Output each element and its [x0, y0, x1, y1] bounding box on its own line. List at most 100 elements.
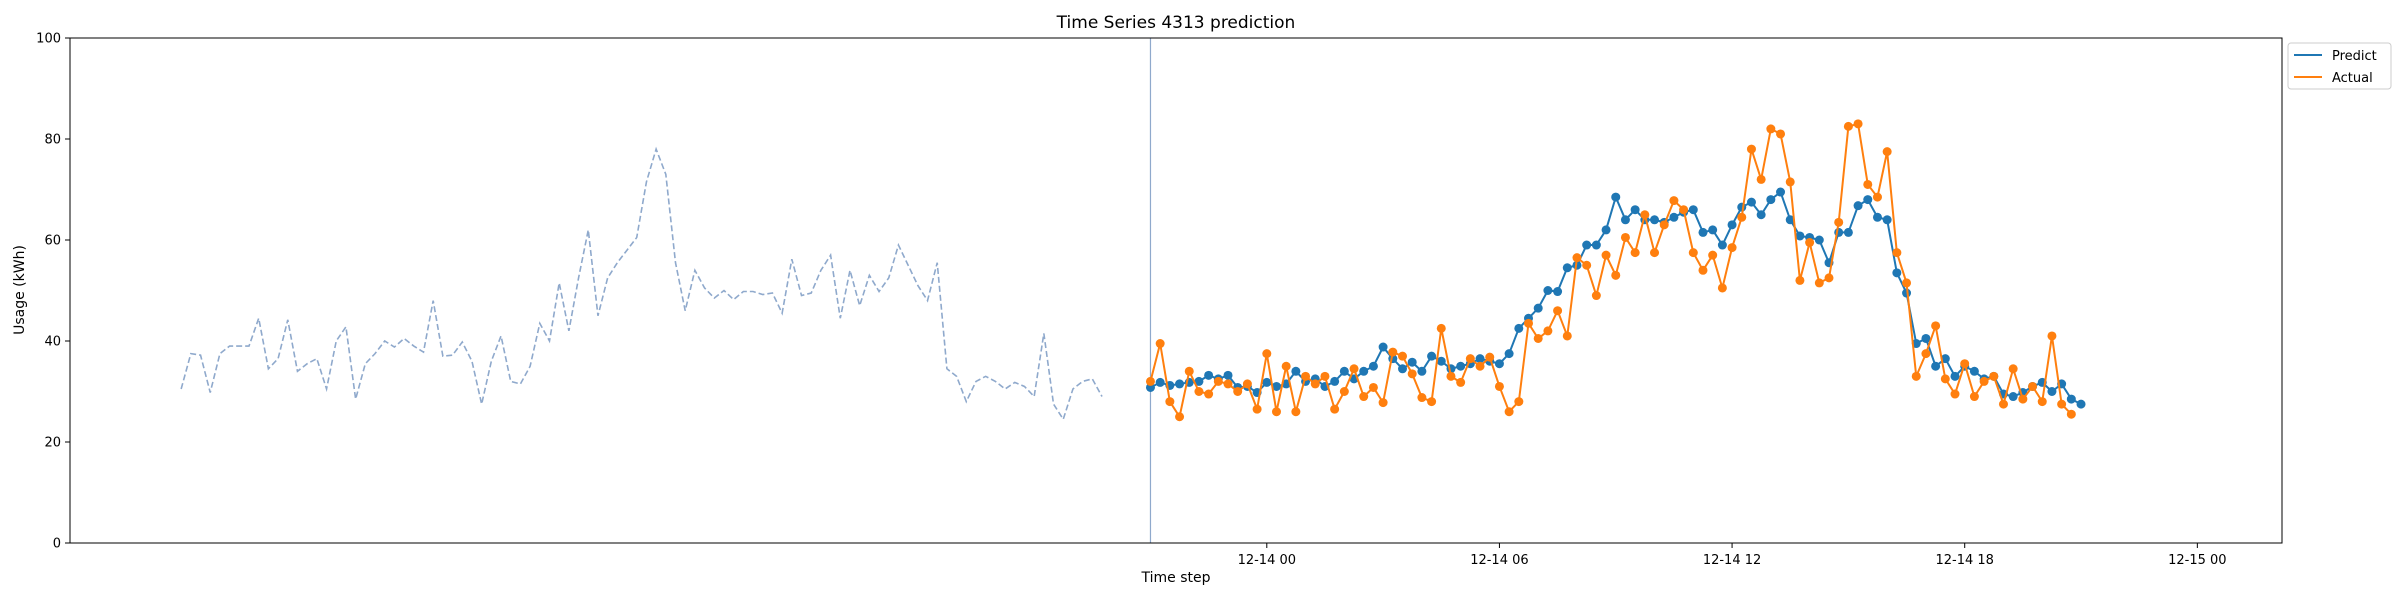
point-actual-46 — [1591, 291, 1601, 301]
point-actual-29 — [1427, 397, 1437, 407]
point-actual-54 — [1669, 196, 1679, 206]
point-predict-93 — [2047, 387, 2057, 396]
point-actual-56 — [1688, 248, 1698, 258]
point-predict-62 — [1746, 197, 1756, 207]
point-predict-50 — [1630, 205, 1640, 215]
point-predict-76 — [1882, 215, 1892, 225]
point-predict-56 — [1688, 205, 1698, 215]
x-tick-label: 12-14 06 — [1470, 553, 1528, 568]
point-actual-25 — [1388, 347, 1398, 357]
point-actual-91 — [2028, 381, 2038, 391]
point-actual-32 — [1456, 377, 1466, 387]
point-actual-88 — [1998, 399, 2008, 409]
point-predict-28 — [1417, 366, 1427, 376]
point-predict-6 — [1204, 370, 1214, 380]
point-actual-34 — [1475, 361, 1485, 371]
point-actual-41 — [1543, 326, 1553, 336]
point-predict-24 — [1378, 342, 1388, 352]
point-actual-36 — [1494, 381, 1504, 391]
point-actual-92 — [2037, 397, 2047, 407]
plot-area — [180, 38, 2086, 543]
point-actual-18 — [1320, 371, 1330, 381]
point-actual-51 — [1640, 210, 1650, 220]
point-predict-48 — [1611, 192, 1621, 202]
point-predict-49 — [1620, 215, 1630, 225]
point-actual-69 — [1814, 278, 1824, 288]
point-predict-83 — [1950, 371, 1960, 381]
point-actual-79 — [1911, 371, 1921, 381]
point-predict-75 — [1872, 212, 1882, 222]
point-actual-38 — [1514, 397, 1524, 407]
point-actual-58 — [1708, 250, 1718, 260]
point-actual-82 — [1940, 374, 1950, 384]
point-predict-30 — [1436, 356, 1446, 366]
point-predict-64 — [1766, 195, 1776, 205]
point-actual-52 — [1650, 248, 1660, 258]
y-tick-label: 0 — [53, 537, 61, 552]
x-axis-label: Time step — [1141, 570, 1211, 586]
point-predict-59 — [1717, 240, 1727, 250]
point-actual-0 — [1145, 376, 1155, 386]
point-actual-72 — [1843, 121, 1853, 131]
point-actual-37 — [1504, 407, 1514, 417]
point-predict-46 — [1591, 240, 1601, 250]
point-predict-23 — [1368, 361, 1378, 371]
point-actual-19 — [1330, 404, 1340, 414]
point-actual-85 — [1969, 392, 1979, 402]
y-tick-label: 20 — [44, 436, 61, 451]
point-actual-53 — [1659, 220, 1669, 230]
point-actual-63 — [1756, 174, 1766, 184]
point-predict-5 — [1194, 376, 1204, 386]
point-predict-20 — [1339, 366, 1349, 376]
legend-actual-label: Actual — [2332, 71, 2373, 86]
point-actual-95 — [2066, 409, 2076, 419]
point-actual-39 — [1524, 318, 1534, 328]
point-actual-22 — [1359, 392, 1369, 402]
point-predict-19 — [1330, 376, 1340, 386]
point-actual-12 — [1262, 349, 1272, 359]
point-actual-84 — [1960, 359, 1970, 369]
point-actual-24 — [1378, 398, 1388, 408]
point-predict-89 — [2008, 392, 2018, 402]
point-actual-94 — [2057, 399, 2067, 409]
point-actual-59 — [1717, 283, 1727, 293]
point-actual-9 — [1233, 387, 1243, 396]
point-predict-38 — [1514, 323, 1524, 333]
point-actual-15 — [1291, 407, 1301, 417]
point-predict-1 — [1155, 377, 1165, 387]
y-tick-label: 80 — [44, 133, 61, 148]
point-actual-48 — [1611, 270, 1621, 280]
point-actual-49 — [1620, 232, 1630, 242]
point-actual-27 — [1407, 369, 1417, 379]
point-predict-66 — [1785, 215, 1795, 225]
point-actual-10 — [1242, 379, 1252, 389]
point-predict-85 — [1969, 366, 1979, 376]
point-actual-20 — [1339, 387, 1349, 396]
legend: Predict Actual — [2287, 42, 2392, 90]
point-predict-34 — [1475, 354, 1485, 364]
point-actual-2 — [1165, 397, 1175, 407]
point-actual-47 — [1601, 250, 1611, 260]
point-predict-65 — [1776, 187, 1786, 197]
point-actual-78 — [1902, 278, 1912, 288]
point-actual-8 — [1223, 379, 1233, 389]
point-predict-69 — [1814, 235, 1824, 245]
x-tick-label: 12-14 12 — [1703, 553, 1761, 568]
y-axis: 0 20 40 60 80 100 — [36, 32, 70, 552]
point-predict-67 — [1795, 231, 1805, 241]
point-actual-75 — [1872, 192, 1882, 202]
point-actual-57 — [1698, 265, 1708, 275]
point-actual-5 — [1194, 387, 1204, 396]
point-predict-60 — [1727, 220, 1737, 230]
point-actual-43 — [1562, 331, 1572, 341]
x-axis: 12-14 00 12-14 06 12-14 12 12-14 18 12-15 00… — [1238, 543, 2227, 568]
point-actual-1 — [1155, 339, 1165, 349]
y-tick-label: 40 — [44, 335, 61, 350]
x-tick-label: 12-14 00 — [1238, 553, 1296, 568]
point-predict-37 — [1504, 349, 1514, 359]
point-actual-86 — [1979, 376, 1989, 386]
point-predict-29 — [1427, 351, 1437, 361]
point-predict-72 — [1843, 227, 1853, 237]
point-predict-32 — [1456, 361, 1466, 371]
